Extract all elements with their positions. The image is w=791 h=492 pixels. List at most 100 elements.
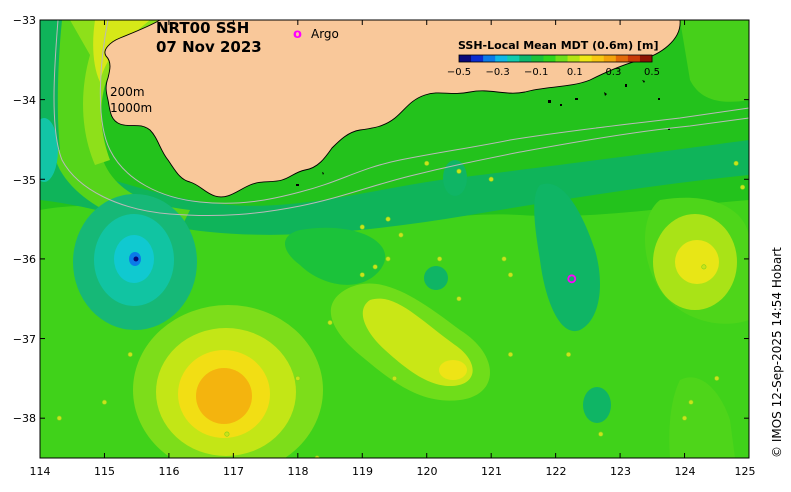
ssh-contour-fill [534, 183, 600, 332]
contour-200m [99, 20, 749, 204]
ssh-contour-fill [70, 20, 160, 165]
float-marker [714, 375, 720, 381]
float-marker [733, 160, 739, 166]
ssh-contour-fill [439, 360, 467, 380]
map-title-line1: NRT00 SSH [156, 19, 249, 37]
ssh-contour-fill [675, 240, 719, 284]
float-marker [56, 415, 62, 421]
argo-legend-label: Argo [311, 27, 339, 41]
colorbar-swatch [603, 55, 617, 62]
land-mass [104, 20, 681, 198]
float-marker [127, 351, 133, 357]
colorbar-swatch [459, 55, 472, 62]
float-marker [359, 272, 365, 278]
colorbar-swatch [555, 55, 569, 62]
x-tick-label: 118 [288, 465, 309, 478]
ssh-contour-fill [424, 266, 448, 290]
float-marker [488, 176, 494, 182]
x-tick-label: 115 [94, 465, 115, 478]
ssh-contour-fill [285, 227, 386, 285]
axis-ticks [39, 19, 750, 458]
colorbar-tick: 0.5 [644, 67, 660, 78]
y-tick-label: −36 [13, 253, 36, 266]
colorbar-tick: −0.1 [524, 67, 548, 78]
argo-legend: o Argo [293, 27, 339, 42]
ssh-contour-fill [133, 256, 139, 262]
float-marker [456, 168, 462, 174]
colorbar-swatch [483, 55, 496, 62]
y-axis: −33 −34 −35 −36 −37 −38 [13, 14, 36, 425]
float-marker [385, 256, 391, 262]
x-tick-label: 122 [546, 465, 567, 478]
x-tick-label: 120 [417, 465, 438, 478]
x-tick-label: 121 [481, 465, 502, 478]
colorbar-swatch [591, 55, 605, 62]
x-tick-label: 119 [352, 465, 373, 478]
contour-label-1000m: 1000m [110, 101, 152, 115]
float-marker [295, 375, 301, 381]
colorbar-swatch [579, 55, 593, 62]
ssh-contour-fill [669, 377, 735, 458]
x-tick-label: 116 [159, 465, 180, 478]
colorbar-swatch [471, 55, 484, 62]
colorbar-tick: 0.1 [567, 67, 583, 78]
float-marker [101, 399, 107, 405]
float-marker [424, 160, 430, 166]
argo-float-marker[interactable] [567, 274, 577, 284]
float-marker [385, 216, 391, 222]
float-marker [437, 256, 443, 262]
colorbar-swatch [543, 55, 556, 62]
contour-1000m [53, 20, 749, 217]
colorbar-tick: −0.3 [485, 67, 509, 78]
float-marker [372, 264, 378, 270]
float-marker [508, 272, 514, 278]
colorbar-tick: −0.5 [447, 67, 471, 78]
x-tick-label: 114 [30, 465, 51, 478]
float-marker [508, 351, 514, 357]
float-marker [566, 351, 572, 357]
float-marker [359, 224, 365, 230]
colorbar-swatch [531, 55, 544, 62]
y-tick-label: −34 [13, 94, 36, 107]
credit-text: © IMOS 12-Sep-2025 14:54 Hobart [770, 247, 784, 458]
y-tick-label: −35 [13, 174, 36, 187]
colorbar-tick: 0.3 [605, 67, 621, 78]
float-marker [701, 264, 707, 270]
ssh-contour-fill [443, 160, 467, 196]
ssh-contour-fill [583, 387, 611, 423]
colorbar-swatch [507, 55, 520, 62]
colorbar-swatch [627, 55, 641, 62]
plot-area [40, 20, 749, 458]
ssh-contour-fill [40, 20, 190, 230]
colorbar-swatch [615, 55, 629, 62]
map-title-line2: 07 Nov 2023 [156, 38, 262, 56]
float-marker [740, 184, 746, 190]
float-marker [501, 256, 507, 262]
ssh-contour-fill [40, 118, 58, 182]
colorbar-title: SSH-Local Mean MDT (0.6m) [m] [458, 39, 658, 52]
colorbar-swatch [519, 55, 532, 62]
y-tick-label: −38 [13, 412, 36, 425]
y-tick-label: −37 [13, 333, 36, 346]
ssh-contour-fill [40, 20, 62, 150]
ssh-contour-fill [40, 140, 749, 235]
float-marker [456, 296, 462, 302]
float-marker [688, 399, 694, 405]
contour-label-200m: 200m [110, 85, 145, 99]
float-marker [224, 431, 230, 437]
x-tick-label: 123 [610, 465, 631, 478]
colorbar: SSH-Local Mean MDT (0.6m) [m] −0.5 −0.3 … [447, 39, 660, 78]
x-tick-label: 124 [675, 465, 696, 478]
colorbar-swatch [639, 55, 653, 62]
y-tick-label: −33 [13, 14, 36, 27]
ssh-contour-fill [196, 368, 252, 424]
float-marker [398, 232, 404, 238]
colorbar-frame [458, 54, 653, 63]
ssh-contour-fill [93, 20, 150, 82]
float-markers [56, 160, 746, 458]
argo-legend-symbol: o [293, 27, 302, 42]
x-tick-label: 117 [223, 465, 244, 478]
float-marker [327, 320, 333, 326]
x-axis: 114 115 116 117 118 119 120 121 122 123 … [30, 465, 756, 478]
x-tick-label: 125 [735, 465, 756, 478]
